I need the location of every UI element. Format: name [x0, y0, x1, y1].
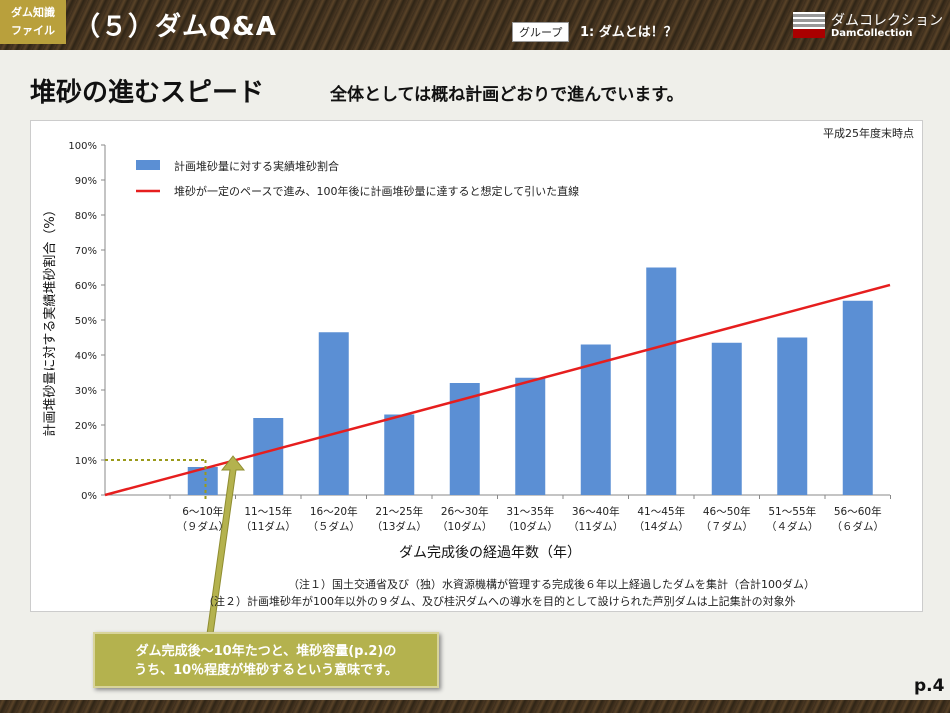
y-tick-label: 50% — [75, 316, 97, 327]
header-bar: ダム知識 ファイル （５）ダムQ&A グループ 1: ダムとは！？ ダムコレクシ… — [0, 0, 950, 50]
x-tick-sublabel: （11ダム） — [241, 520, 296, 533]
x-axis-title: ダム完成後の経過年数（年） — [399, 545, 581, 561]
logo-text-jp: ダムコレクション — [831, 13, 943, 29]
explanation-callout: ダム完成後～10年たつと、堆砂容量(p.2)の うち、10％程度が堆砂するという… — [93, 632, 439, 688]
bar-4 — [384, 414, 415, 495]
bar-9 — [711, 342, 742, 495]
footer-strip — [0, 700, 950, 713]
x-tick-label: 6～10年 — [182, 505, 223, 518]
page-number: p.4 — [914, 676, 945, 696]
bar-2 — [253, 418, 284, 495]
callout-arrow-icon — [203, 455, 246, 635]
y-tick-label: 90% — [75, 176, 97, 187]
logo-mark-icon — [793, 12, 825, 38]
page-title: （５）ダムQ&A — [74, 12, 277, 42]
y-tick-label: 70% — [75, 246, 97, 257]
legend-bar-label: 計画堆砂量に対する実績堆砂割合 — [174, 159, 339, 173]
x-tick-label: 26～30年 — [441, 505, 489, 518]
badge-line1: ダム知識 — [11, 6, 55, 19]
x-tick-sublabel: （９ダム） — [177, 520, 230, 533]
y-tick-label: 40% — [75, 351, 97, 362]
reference-line — [104, 283, 891, 497]
x-tick-sublabel: （10ダム） — [437, 520, 492, 533]
y-tick-label: 20% — [75, 421, 97, 432]
y-tick-label: 80% — [75, 211, 97, 222]
group-name: 1: ダムとは！？ — [580, 25, 677, 40]
note-2: （注２）計画堆砂年が100年以外の９ダム、及び桂沢ダムへの導水を目的として設けら… — [203, 595, 796, 608]
x-tick-sublabel: （５ダム） — [308, 520, 361, 533]
x-tick-label: 51～55年 — [768, 505, 816, 518]
callout-line2: うち、10％程度が堆砂するという意味です。 — [134, 663, 398, 678]
y-tick-label: 10% — [75, 456, 97, 467]
bar-3 — [318, 332, 349, 495]
as-of-date: 平成25年度末時点 — [823, 127, 914, 140]
dam-collection-logo: ダムコレクション DamCollection — [793, 10, 943, 42]
x-tick-label: 36～40年 — [572, 505, 620, 518]
chart-panel: 平成25年度末時点 — [30, 120, 923, 612]
y-tick-label: 30% — [75, 386, 97, 397]
x-tick-label: 56～60年 — [834, 505, 882, 518]
y-axis-title: 計画堆砂量に対する実績堆砂割合（%） — [42, 203, 58, 436]
x-tick-sublabel: （６ダム） — [832, 520, 885, 533]
x-tick-sublabel: （４ダム） — [766, 520, 819, 533]
badge-line2: ファイル — [11, 24, 55, 37]
group-tag[interactable]: グループ — [512, 22, 570, 42]
x-tick-label: 46～50年 — [703, 505, 751, 518]
legend-line-label: 堆砂が一定のペースで進み、100年後に計画堆砂量に達すると想定して引いた直線 — [174, 184, 579, 198]
x-tick-sublabel: （13ダム） — [372, 520, 427, 533]
legend-bar-swatch — [136, 160, 160, 170]
x-tick-sublabel: （14ダム） — [634, 520, 689, 533]
x-tick-label: 16～20年 — [310, 505, 358, 518]
bar-7 — [580, 344, 611, 495]
bar-8 — [646, 267, 677, 495]
logo-text-en: DamCollection — [831, 28, 913, 39]
bar-10 — [777, 337, 808, 495]
y-tick-label: 100% — [68, 141, 97, 152]
bar-11 — [842, 300, 873, 495]
y-tick-label: 60% — [75, 281, 97, 292]
x-tick-sublabel: （10ダム） — [503, 520, 558, 533]
callout-line1: ダム完成後～10年たつと、堆砂容量(p.2)の — [135, 644, 397, 659]
x-tick-sublabel: （11ダム） — [568, 520, 623, 533]
x-tick-sublabel: （７ダム） — [701, 520, 754, 533]
x-tick-label: 11～15年 — [244, 505, 292, 518]
x-tick-label: 21～25年 — [375, 505, 423, 518]
x-tick-label: 31～35年 — [506, 505, 554, 518]
x-tick-label: 41～45年 — [637, 505, 685, 518]
bar-6 — [515, 377, 546, 495]
tagline: 全体としては概ね計画どおりで進んでいます。 — [330, 85, 684, 105]
y-tick-label: 0% — [81, 491, 97, 502]
note-1: （注１）国土交通省及び（独）水資源機構が管理する完成後６年以上経過したダムを集計… — [288, 578, 815, 591]
section-title: 堆砂の進むスピード — [30, 78, 265, 108]
file-badge: ダム知識 ファイル — [0, 0, 66, 44]
